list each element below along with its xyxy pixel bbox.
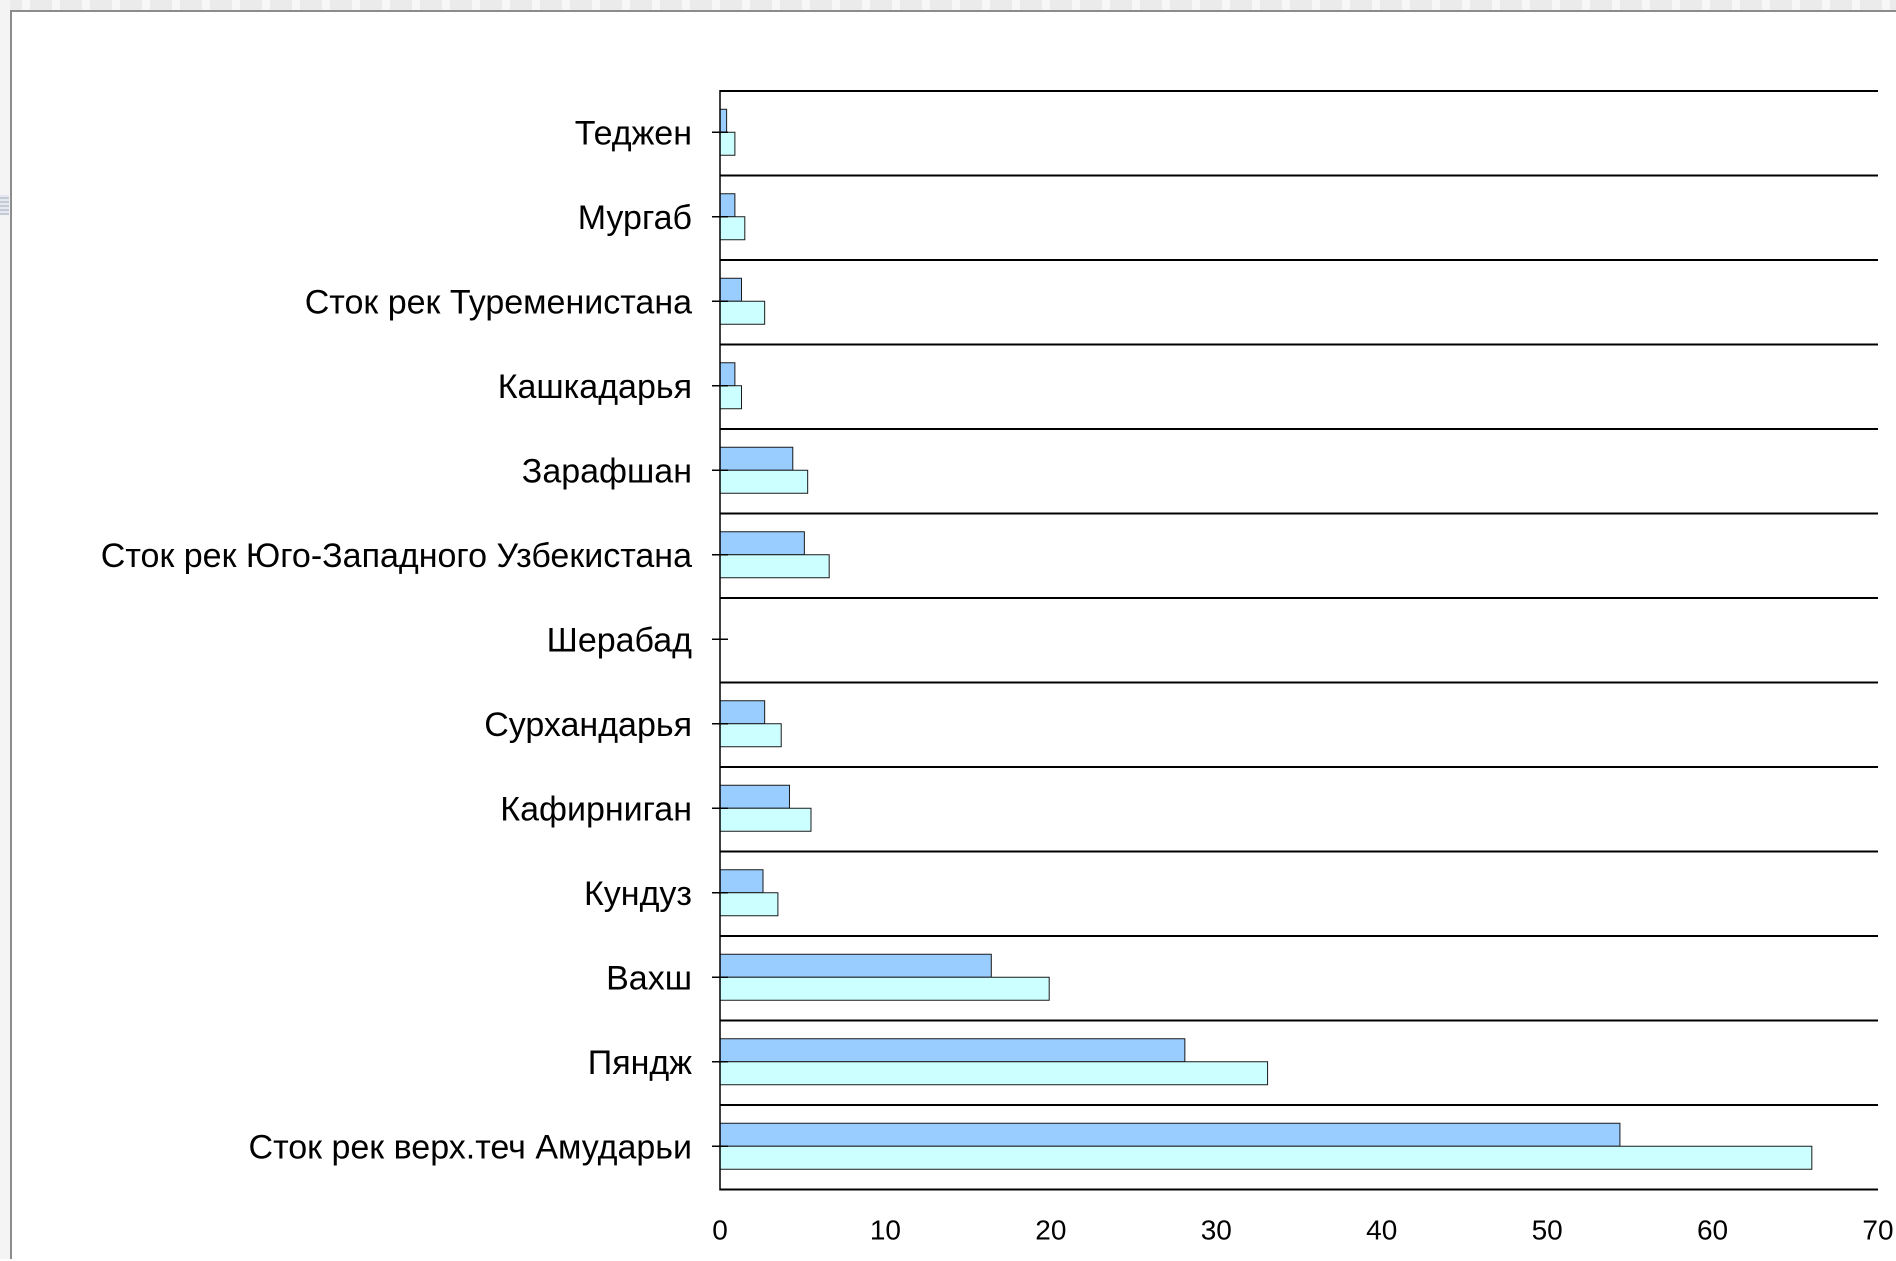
x-tick-label: 20 (1035, 1215, 1066, 1246)
bar-series-2 (719, 976, 1050, 1001)
bar-series-2 (719, 469, 809, 494)
bar-series-2 (719, 554, 830, 579)
bar-series-2 (719, 723, 782, 748)
x-tick-label: 10 (870, 1215, 901, 1246)
category-label: Пяндж (588, 1044, 692, 1082)
bars (719, 108, 1813, 1170)
bar-series-2 (719, 1145, 1813, 1170)
axes (712, 90, 728, 1191)
bar-series-1 (719, 784, 790, 809)
bar-series-1 (719, 869, 764, 894)
category-label: Кундуз (584, 875, 692, 913)
gridlines (720, 90, 1878, 1191)
x-tick-label: 40 (1366, 1215, 1397, 1246)
category-label: Шерабад (547, 621, 692, 659)
bar-series-1 (719, 700, 766, 725)
category-label: Сток рек Туременистана (305, 283, 692, 321)
category-label: Сурхандарья (484, 706, 692, 744)
bar-chart: Теджен Мургаб Сток рек Туременистана Кашкад… (101, 90, 1894, 1246)
category-label: Сток рек Юго-Западного Узбекистана (101, 537, 692, 575)
category-label: Мургаб (578, 199, 692, 237)
bar-series-1 (719, 446, 794, 471)
chart-area[interactable]: Теджен Мургаб Сток рек Туременистана Кашкад… (10, 10, 1896, 1259)
category-label: Кафирниган (500, 790, 692, 828)
bar-series-2 (719, 300, 766, 325)
x-tick-label: 70 (1862, 1215, 1893, 1246)
bar-series-1 (719, 108, 728, 133)
bar-series-1 (719, 1038, 1186, 1063)
bar-series-1 (719, 277, 743, 302)
bar-series-1 (719, 362, 736, 387)
x-tick-label: 60 (1697, 1215, 1728, 1246)
category-label: Сток рек верх.теч Амударьи (249, 1128, 692, 1166)
bar-series-1 (719, 193, 736, 218)
bar-series-2 (719, 807, 812, 832)
sheet-resize-handle[interactable] (0, 195, 9, 215)
category-label: Теджен (575, 114, 692, 152)
sheet-top-strip (0, 0, 1896, 10)
bar-series-2 (719, 1061, 1269, 1086)
category-label: Зарафшан (522, 452, 692, 490)
bar-series-2 (719, 131, 736, 156)
bar-series-1 (719, 953, 992, 978)
category-labels: Теджен Мургаб Сток рек Туременистана Кашкад… (101, 114, 692, 1166)
category-label: Кашкадарья (498, 368, 692, 406)
category-label: Вахш (606, 959, 692, 997)
bar-series-2 (719, 385, 743, 410)
x-tick-labels: 0 10 20 30 40 50 60 70 (712, 1215, 1893, 1246)
bar-series-2 (719, 216, 746, 241)
x-tick-label: 30 (1201, 1215, 1232, 1246)
bar-series-2 (719, 892, 779, 917)
bar-series-1 (719, 531, 805, 556)
x-tick-label: 50 (1532, 1215, 1563, 1246)
sheet-left-strip (0, 0, 10, 1259)
x-tick-label: 0 (712, 1215, 728, 1246)
bar-series-1 (719, 1122, 1621, 1147)
